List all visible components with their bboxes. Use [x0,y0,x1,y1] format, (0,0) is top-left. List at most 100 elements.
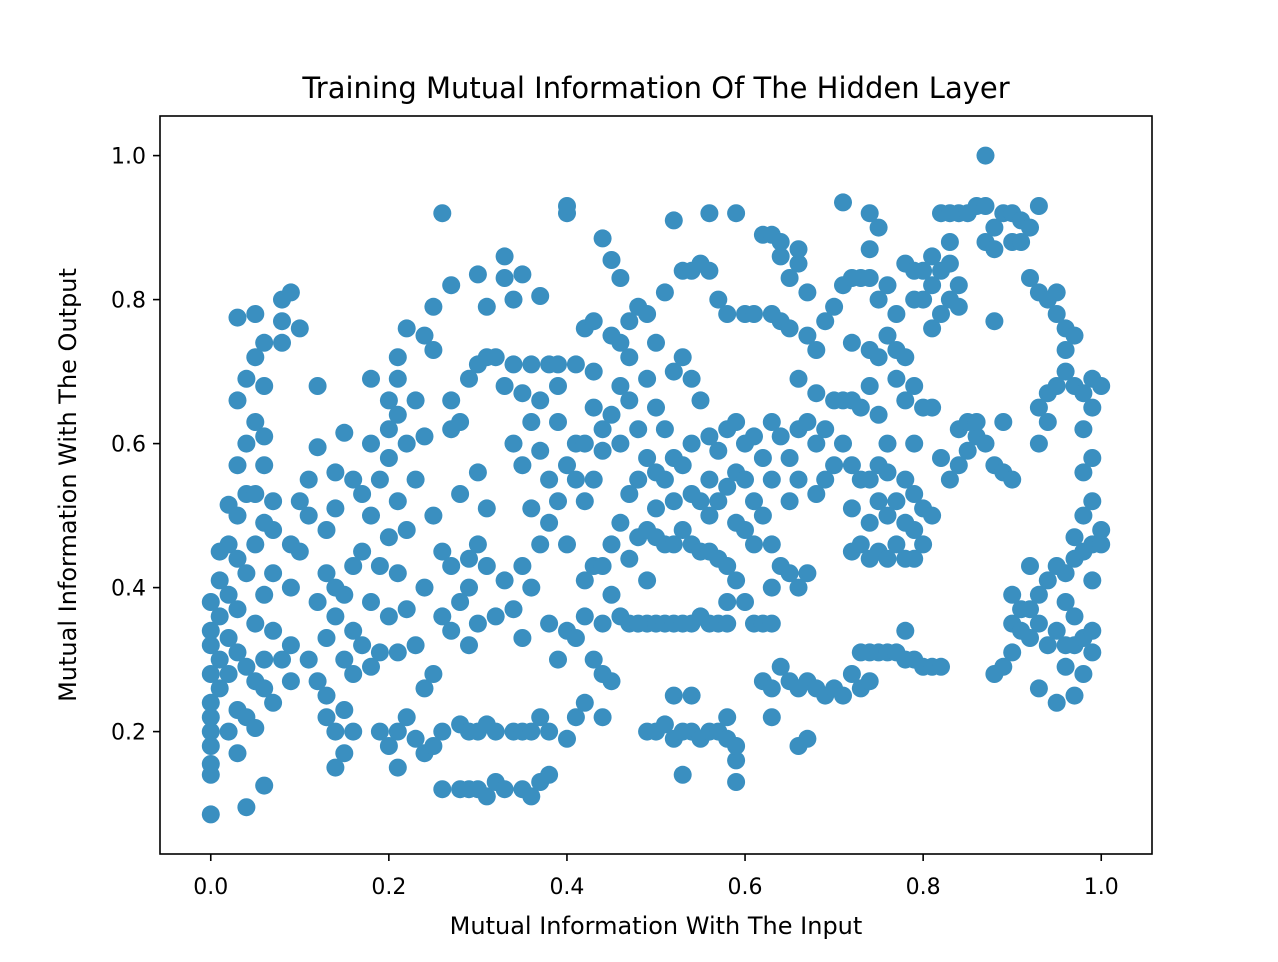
data-point [335,744,354,763]
data-point [860,470,879,489]
data-point [237,564,256,583]
data-point [593,441,612,460]
data-point [246,535,265,554]
data-point [1003,643,1022,662]
data-point [842,456,861,475]
data-point [940,254,959,273]
data-point [201,665,220,683]
data-point [905,549,924,568]
data-point [255,585,274,604]
data-point [887,535,906,554]
data-point [228,308,247,327]
data-point [210,679,229,698]
data-point [281,636,300,655]
data-point [629,420,648,439]
data-point [816,420,835,439]
data-point [228,744,247,763]
data-point [949,297,968,316]
data-point [281,283,300,302]
data-point [264,564,283,583]
data-point [575,492,594,511]
data-point [281,578,300,597]
data-point [878,463,897,482]
data-point [976,434,995,453]
data-point [451,485,470,503]
data-point [370,470,389,489]
data-point [290,542,309,561]
data-point [219,585,238,604]
data-point [201,636,220,655]
data-point [468,265,487,284]
data-point [255,776,274,795]
data-point [664,535,683,554]
data-point [540,513,559,532]
data-point [834,193,852,212]
data-point [664,362,683,381]
data-point [878,549,897,568]
data-point [762,708,781,727]
data-point [994,413,1013,431]
data-point [994,657,1013,676]
data-point [362,506,380,525]
data-point [201,722,220,741]
data-point [834,434,852,453]
data-point [308,438,327,457]
data-point [460,549,478,568]
data-point [415,679,434,698]
data-point [762,614,781,633]
data-point [664,492,683,511]
data-point [620,348,639,367]
data-point [869,218,888,237]
data-point [201,755,220,773]
data-point [762,470,781,489]
data-point [558,197,576,215]
data-point [745,535,763,554]
data-point [442,621,461,640]
data-point [237,369,256,388]
data-point [789,369,808,388]
data-point [798,326,817,345]
data-point [1074,384,1093,403]
data-point [406,470,425,489]
data-point [842,665,861,683]
data-point [397,708,416,727]
data-point [1012,233,1031,251]
data-point [700,427,719,446]
data-point [1065,607,1084,626]
data-point [406,729,425,748]
data-point [629,470,648,489]
data-point [593,614,612,633]
data-point [807,485,826,503]
data-point [584,470,603,489]
data-point [558,729,576,748]
data-point [273,312,291,331]
data-point [860,240,879,259]
data-point [344,557,363,575]
data-point [638,449,657,467]
data-point [655,470,674,489]
data-point [1092,377,1111,395]
x-axis-label: Mutual Information With The Input [450,912,863,940]
data-point [798,564,817,583]
data-point [308,377,327,395]
data-point [424,297,443,316]
data-point [477,499,496,518]
data-point [326,607,345,626]
data-point [495,571,514,590]
data-point [825,456,844,475]
data-point [486,607,505,626]
data-point [397,521,416,539]
data-point [816,312,835,331]
data-point [210,650,229,669]
data-point [237,657,256,676]
data-point [353,485,372,503]
data-point [905,485,924,503]
data-point [317,708,336,727]
data-point [201,805,220,824]
data-point [406,391,425,410]
data-point [486,722,505,741]
data-point [985,218,1004,237]
data-point [727,751,746,770]
data-point [593,557,612,575]
